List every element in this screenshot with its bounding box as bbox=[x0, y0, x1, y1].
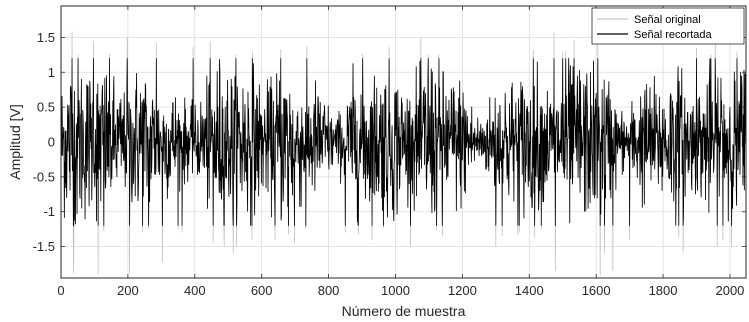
y-tick-label: -1.5 bbox=[33, 239, 55, 254]
x-tick-label: 1200 bbox=[448, 283, 477, 298]
x-tick-label: 600 bbox=[251, 283, 273, 298]
y-tick-label: 1.5 bbox=[37, 30, 55, 45]
x-tick-label: 1400 bbox=[515, 283, 544, 298]
legend-entry-clipped: Señal recortada bbox=[634, 29, 713, 41]
y-tick-label: 1 bbox=[48, 65, 55, 80]
legend-box bbox=[591, 7, 745, 45]
x-tick-label: 1800 bbox=[649, 283, 678, 298]
x-axis-label: Número de muestra bbox=[342, 303, 466, 319]
y-tick-label: 0 bbox=[48, 135, 55, 150]
series-line-clipped bbox=[60, 58, 747, 227]
x-tick-label: 200 bbox=[117, 283, 139, 298]
y-tick-label: 0.5 bbox=[37, 100, 55, 115]
series-clipped bbox=[60, 58, 747, 227]
y-axis-label: Amplitud [V] bbox=[7, 104, 23, 179]
x-tick-label: 1000 bbox=[381, 283, 410, 298]
legend: Señal original Señal recortada bbox=[591, 7, 745, 45]
x-tick-label: 2000 bbox=[715, 283, 744, 298]
x-axis-ticks: 0 200 400 600 800 1000 1200 1400 1600 1800 2000 bbox=[57, 6, 744, 298]
y-axis-ticks: -1.5 -1 -0.5 0 0.5 1 1.5 bbox=[33, 30, 746, 254]
legend-entry-original: Señal original bbox=[634, 14, 701, 26]
x-tick-label: 1600 bbox=[582, 283, 611, 298]
x-tick-label: 400 bbox=[184, 283, 206, 298]
x-tick-label: 0 bbox=[57, 283, 64, 298]
x-tick-label: 800 bbox=[318, 283, 340, 298]
y-tick-label: -1 bbox=[43, 204, 55, 219]
y-tick-label: -0.5 bbox=[33, 169, 55, 184]
